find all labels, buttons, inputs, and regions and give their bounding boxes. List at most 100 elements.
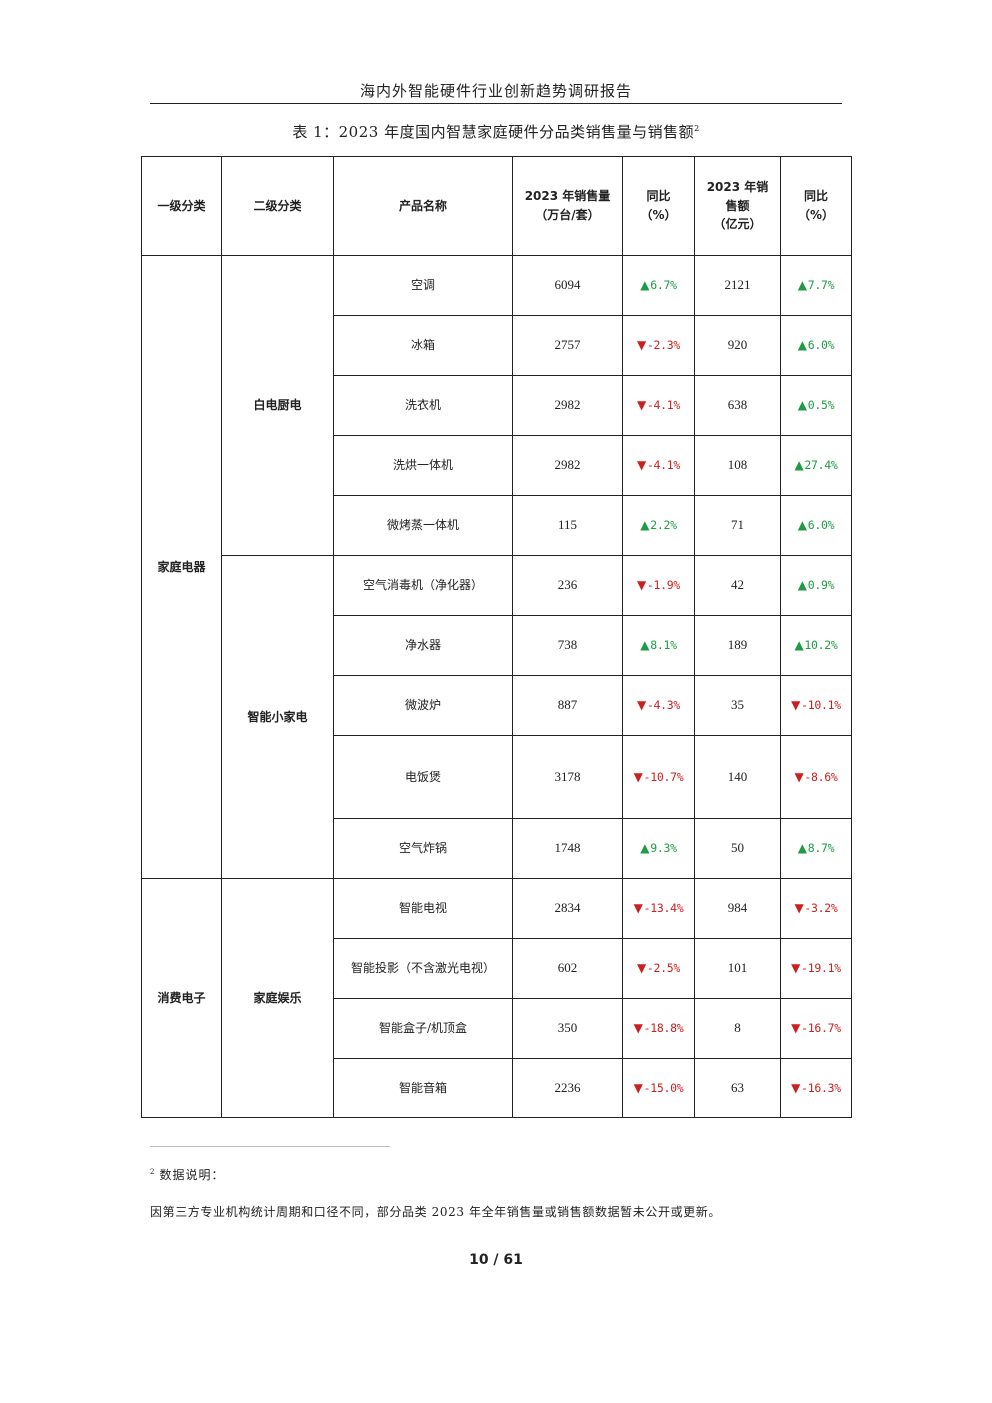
table-row: 净水器 738 ▲8.1% 189 ▲10.2% bbox=[142, 615, 852, 676]
yoy-value: -10.7% bbox=[643, 769, 684, 784]
volume-yoy: ▼-15.0% bbox=[622, 1058, 695, 1118]
table-row: 洗烘一体机 2982 ▼-4.1% 108 ▲27.4% bbox=[142, 435, 852, 496]
revenue-yoy: ▼-10.1% bbox=[780, 675, 852, 736]
yoy-value: 6.0% bbox=[807, 518, 835, 533]
revenue-yoy: ▲0.9% bbox=[780, 555, 852, 616]
yoy-value: -10.1% bbox=[801, 698, 841, 713]
revenue-yoy: ▼-19.1% bbox=[780, 938, 852, 999]
triangle-down-icon: ▼ bbox=[633, 1021, 643, 1036]
product-name: 净水器 bbox=[333, 615, 513, 676]
yoy-value: 7.7% bbox=[807, 278, 835, 293]
sales-revenue: 50 bbox=[694, 818, 781, 879]
product-name: 智能音箱 bbox=[333, 1058, 513, 1118]
sales-revenue: 42 bbox=[694, 555, 781, 616]
yoy-value: -2.3% bbox=[646, 338, 681, 353]
revenue-yoy: ▼-8.6% bbox=[780, 735, 852, 819]
sales-revenue: 101 bbox=[694, 938, 781, 999]
yoy-value: 9.3% bbox=[650, 841, 677, 856]
footnote-reference: 2 bbox=[694, 124, 700, 133]
yoy-value: -16.7% bbox=[801, 1021, 841, 1036]
triangle-down-icon: ▼ bbox=[791, 1080, 801, 1095]
triangle-down-icon: ▼ bbox=[791, 1021, 801, 1036]
product-name: 空气消毒机（净化器） bbox=[333, 555, 513, 616]
triangle-down-icon: ▼ bbox=[636, 398, 646, 413]
yoy-value: 8.7% bbox=[807, 841, 835, 856]
sales-volume: 236 bbox=[512, 555, 623, 616]
yoy-value: 8.1% bbox=[650, 638, 677, 653]
triangle-down-icon: ▼ bbox=[636, 338, 646, 353]
product-name: 智能投影（不含激光电视） bbox=[333, 938, 513, 999]
triangle-up-icon: ▲ bbox=[640, 841, 650, 856]
yoy-value: -19.1% bbox=[801, 961, 841, 976]
yoy-value: -2.5% bbox=[646, 961, 681, 976]
triangle-down-icon: ▼ bbox=[636, 961, 646, 976]
sales-revenue: 189 bbox=[694, 615, 781, 676]
product-name: 洗衣机 bbox=[333, 375, 513, 436]
header-level2: 二级分类 bbox=[221, 156, 334, 256]
yoy-value: 10.2% bbox=[804, 638, 838, 653]
volume-yoy: ▼-4.1% bbox=[622, 435, 695, 496]
triangle-down-icon: ▼ bbox=[636, 458, 646, 473]
sales-revenue: 108 bbox=[694, 435, 781, 496]
table-header-row: 一级分类 二级分类 产品名称 2023 年销售量 （万台/套） 同比 （%） 202… bbox=[141, 156, 852, 256]
revenue-yoy: ▼-16.3% bbox=[780, 1058, 852, 1118]
sales-volume: 887 bbox=[512, 675, 623, 736]
sales-volume: 1748 bbox=[512, 818, 623, 879]
revenue-yoy: ▲10.2% bbox=[780, 615, 852, 676]
revenue-yoy: ▲6.0% bbox=[780, 315, 852, 376]
triangle-up-icon: ▲ bbox=[640, 638, 650, 653]
table-body: 家庭电器 白电厨电 空调 6094 ▲6.7% 2121 ▲7.7% 冰箱 27… bbox=[141, 255, 852, 1118]
triangle-up-icon: ▲ bbox=[640, 278, 650, 293]
yoy-value: -3.2% bbox=[804, 901, 838, 916]
product-name: 智能电视 bbox=[333, 878, 513, 939]
table-caption: 表 1：2023 年度国内智慧家庭硬件分品类销售量与销售额2 bbox=[141, 121, 851, 142]
triangle-up-icon: ▲ bbox=[797, 398, 807, 413]
revenue-yoy: ▲27.4% bbox=[780, 435, 852, 496]
header-level1: 一级分类 bbox=[141, 156, 222, 256]
yoy-value: -8.6% bbox=[804, 769, 838, 784]
product-name: 空调 bbox=[333, 255, 513, 316]
yoy-value: -13.4% bbox=[643, 901, 684, 916]
product-name: 微波炉 bbox=[333, 675, 513, 736]
sales-volume: 2982 bbox=[512, 435, 623, 496]
revenue-yoy: ▲0.5% bbox=[780, 375, 852, 436]
table-row: 智能投影（不含激光电视） 602 ▼-2.5% 101 ▼-19.1% bbox=[142, 938, 852, 999]
caption-text: 表 1：2023 年度国内智慧家庭硬件分品类销售量与销售额 bbox=[292, 123, 695, 141]
revenue-yoy: ▲6.0% bbox=[780, 495, 852, 556]
triangle-up-icon: ▲ bbox=[797, 278, 807, 293]
yoy-value: -16.3% bbox=[801, 1080, 841, 1095]
triangle-up-icon: ▲ bbox=[797, 578, 807, 593]
sales-table: 一级分类 二级分类 产品名称 2023 年销售量 （万台/套） 同比 （%） 202… bbox=[141, 156, 852, 1118]
yoy-value: 6.0% bbox=[807, 338, 835, 353]
triangle-up-icon: ▲ bbox=[794, 638, 804, 653]
table-row: 空气炸锅 1748 ▲9.3% 50 ▲8.7% bbox=[142, 818, 852, 879]
product-name: 电饭煲 bbox=[333, 735, 513, 819]
triangle-up-icon: ▲ bbox=[640, 518, 650, 533]
yoy-value: -15.0% bbox=[643, 1080, 684, 1095]
revenue-yoy: ▼-3.2% bbox=[780, 878, 852, 939]
group-consumer-electronics: 消费电子 bbox=[141, 878, 222, 1118]
sales-volume: 2757 bbox=[512, 315, 623, 376]
sales-revenue: 984 bbox=[694, 878, 781, 939]
volume-yoy: ▼-10.7% bbox=[622, 735, 695, 819]
volume-yoy: ▲8.1% bbox=[622, 615, 695, 676]
volume-yoy: ▼-2.5% bbox=[622, 938, 695, 999]
table-row: 家庭电器 白电厨电 空调 6094 ▲6.7% 2121 ▲7.7% bbox=[141, 255, 852, 879]
triangle-down-icon: ▼ bbox=[791, 698, 801, 713]
group-home-appliances: 家庭电器 bbox=[141, 255, 222, 879]
revenue-yoy: ▼-16.7% bbox=[780, 998, 852, 1059]
triangle-up-icon: ▲ bbox=[797, 518, 807, 533]
header-product: 产品名称 bbox=[333, 156, 513, 256]
volume-yoy: ▼-13.4% bbox=[622, 878, 695, 939]
footnote-marker: 2 bbox=[150, 1168, 156, 1176]
product-name: 冰箱 bbox=[333, 315, 513, 376]
triangle-up-icon: ▲ bbox=[797, 338, 807, 353]
subgroup-home-entertainment: 家庭娱乐 bbox=[221, 878, 334, 1118]
product-name: 微烤蒸一体机 bbox=[333, 495, 513, 556]
yoy-value: 0.9% bbox=[807, 578, 835, 593]
yoy-value: -4.1% bbox=[646, 398, 681, 413]
footnote-body: 因第三方专业机构统计周期和口径不同，部分品类 2023 年全年销售量或销售额数据… bbox=[150, 1205, 721, 1219]
revenue-yoy: ▲7.7% bbox=[780, 255, 852, 316]
yoy-value: -1.9% bbox=[646, 578, 681, 593]
table-row: 智能小家电 空气消毒机（净化器） 236 ▼-1.9% 42 ▲0.9% bbox=[142, 555, 852, 879]
